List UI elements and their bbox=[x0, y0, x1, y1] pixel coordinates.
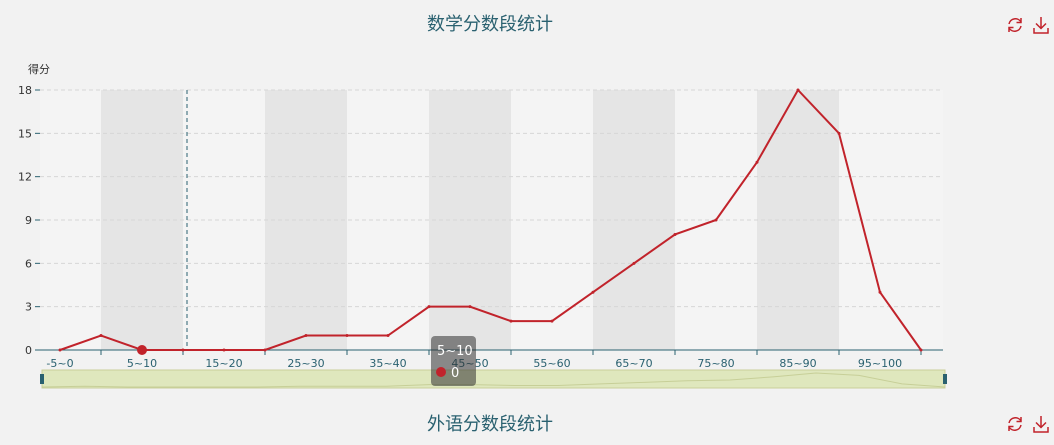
data-point bbox=[755, 160, 759, 164]
x-tick-label: 65~70 bbox=[615, 357, 652, 370]
x-tick-label: -5~0 bbox=[46, 357, 73, 370]
data-point bbox=[386, 334, 390, 338]
data-point bbox=[345, 334, 349, 338]
tooltip-value: 0 bbox=[451, 366, 459, 381]
y-axis-label: 得分 bbox=[28, 63, 50, 76]
tooltip-category: 5~10 bbox=[437, 344, 473, 359]
data-point bbox=[878, 290, 882, 294]
category-band bbox=[593, 90, 675, 350]
x-tick-label: 25~30 bbox=[287, 357, 324, 370]
second-chart-title: 外语分数段统计 bbox=[427, 414, 553, 435]
download-icon[interactable] bbox=[1031, 15, 1051, 35]
x-tick-label: 75~80 bbox=[697, 357, 734, 370]
y-tick-label: 15 bbox=[18, 127, 32, 140]
data-point bbox=[673, 232, 677, 236]
data-point bbox=[509, 319, 513, 323]
zoom-handle-right bbox=[943, 374, 947, 384]
x-tick-label: 15~20 bbox=[205, 357, 242, 370]
y-tick-label: 9 bbox=[25, 214, 32, 227]
download-icon-2[interactable] bbox=[1031, 414, 1051, 434]
data-point bbox=[796, 88, 800, 92]
data-point bbox=[263, 348, 267, 352]
tooltip-marker bbox=[436, 367, 446, 377]
data-point bbox=[58, 348, 62, 352]
y-tick-label: 18 bbox=[18, 84, 32, 97]
data-zoom-shadow bbox=[41, 372, 946, 388]
data-point bbox=[591, 290, 595, 294]
y-tick-label: 12 bbox=[18, 171, 32, 184]
y-tick-label: 0 bbox=[25, 344, 32, 357]
data-point bbox=[304, 334, 308, 338]
series-line bbox=[59, 88, 922, 351]
refresh-icon[interactable] bbox=[1005, 15, 1025, 35]
data-point bbox=[427, 305, 431, 309]
x-tick-label: 55~60 bbox=[533, 357, 570, 370]
y-tick-label: 3 bbox=[25, 301, 32, 314]
data-point bbox=[714, 218, 718, 222]
refresh-icon-2[interactable] bbox=[1005, 414, 1025, 434]
x-tick-label: 35~40 bbox=[369, 357, 406, 370]
data-point bbox=[222, 348, 226, 352]
data-point bbox=[550, 319, 554, 323]
x-tick-label: 85~90 bbox=[779, 357, 816, 370]
y-tick-label: 6 bbox=[25, 257, 32, 270]
zoom-handle-left bbox=[40, 374, 44, 384]
data-point bbox=[99, 334, 103, 338]
data-point bbox=[181, 348, 185, 352]
data-point bbox=[837, 131, 841, 135]
data-point bbox=[919, 348, 923, 352]
data-point bbox=[468, 305, 472, 309]
chart-title: 数学分数段统计 bbox=[427, 14, 553, 35]
x-tick-label: 5~10 bbox=[127, 357, 157, 370]
data-point bbox=[632, 261, 636, 265]
highlighted-point bbox=[137, 345, 147, 355]
x-tick-label: 95~100 bbox=[858, 357, 902, 370]
